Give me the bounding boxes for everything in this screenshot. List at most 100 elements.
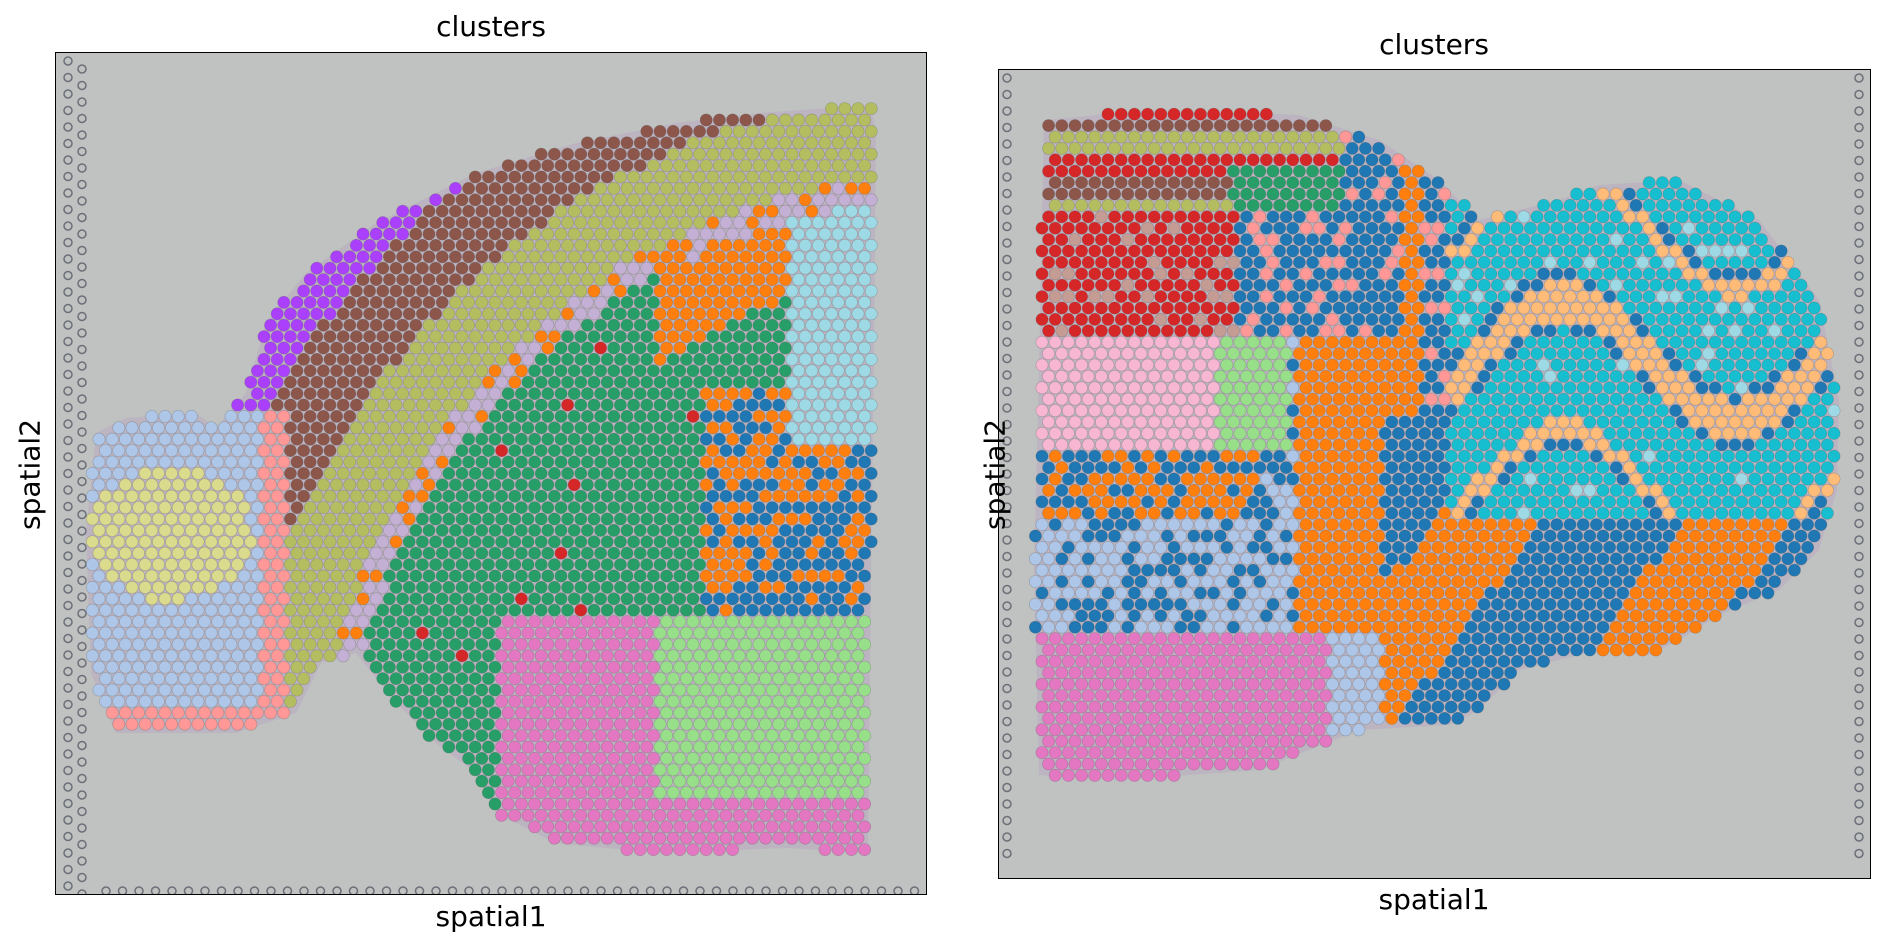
spot-cluster-0 <box>1306 324 1319 338</box>
spot-cluster-6 <box>713 797 726 811</box>
spot-cluster-2 <box>468 603 482 617</box>
spot-cluster-11 <box>686 638 700 651</box>
spot-cluster-2 <box>488 523 502 537</box>
spot-cluster-8 <box>1722 221 1735 235</box>
spot-cluster-17 <box>838 284 852 298</box>
spot-cluster-3 <box>1101 107 1115 121</box>
spot-cluster-5 <box>699 113 713 127</box>
spot-cluster-9 <box>250 455 264 469</box>
spot-cluster-1 <box>831 478 845 492</box>
spot-cluster-0 <box>1325 290 1339 303</box>
spot-cluster-3 <box>1134 324 1148 338</box>
spot-cluster-2 <box>396 569 409 583</box>
spot-cluster-2 <box>633 501 647 514</box>
spot-cluster-2 <box>614 603 627 617</box>
spot-cluster-7 <box>389 421 403 435</box>
spot-cluster-2 <box>627 421 640 435</box>
spot-cluster-10 <box>1636 210 1649 224</box>
spot-cluster-8 <box>1761 495 1775 509</box>
spot-cluster-7 <box>620 204 634 218</box>
spot-cluster-10 <box>1794 392 1808 406</box>
spot-cluster-7 <box>1174 142 1187 155</box>
spot-cluster-10 <box>1695 267 1709 281</box>
spot-cluster-9 <box>92 683 106 697</box>
spot-cluster-6 <box>501 729 515 742</box>
spot-cluster-0 <box>1510 335 1524 349</box>
spot-cluster-1 <box>792 478 805 492</box>
spot-cluster-17 <box>845 273 858 286</box>
frame-dot <box>150 886 161 894</box>
spot-cluster-8 <box>1596 278 1610 292</box>
spot-cluster-11 <box>1233 358 1247 372</box>
spot-cluster-7 <box>647 204 660 218</box>
spot-cluster-9 <box>112 672 126 685</box>
spot-cluster-2 <box>594 364 607 378</box>
spot-cluster-7 <box>310 649 324 663</box>
spot-cluster-11 <box>1273 404 1286 417</box>
spot-cluster-2 <box>574 352 588 366</box>
spot-cluster-10 <box>1451 506 1465 520</box>
spot-cluster-8 <box>1728 347 1742 360</box>
spot-cluster-2 <box>633 478 647 492</box>
spot-cluster-1 <box>396 501 409 514</box>
spot-cluster-11 <box>686 774 700 788</box>
spot-cluster-9 <box>204 444 218 457</box>
spot-cluster-12 <box>1358 324 1372 338</box>
frame-dot <box>1854 502 1864 512</box>
spot-cluster-2 <box>468 763 482 777</box>
frame-dot <box>1002 337 1012 347</box>
spot-cluster-17 <box>805 318 819 332</box>
spot-cluster-11 <box>706 740 720 754</box>
spot-cluster-8 <box>1550 221 1564 235</box>
spot-cluster-2 <box>402 535 416 549</box>
spot-cluster-7 <box>627 238 640 252</box>
spot-cluster-5 <box>581 159 594 172</box>
spot-cluster-11 <box>845 774 858 788</box>
spot-cluster-6 <box>574 649 588 663</box>
spot-cluster-16 <box>198 478 211 492</box>
spot-cluster-2 <box>514 569 528 583</box>
spot-cluster-0 <box>1543 438 1557 452</box>
frame-dot <box>63 716 73 726</box>
spot-cluster-7 <box>554 273 568 286</box>
spot-cluster-0 <box>1358 255 1372 269</box>
spot-cluster-0 <box>825 466 838 480</box>
spot-cluster-2 <box>640 581 654 594</box>
spot-cluster-2 <box>475 774 489 788</box>
spot-cluster-1 <box>726 546 739 560</box>
spot-cluster-6 <box>508 695 522 708</box>
spot-cluster-8 <box>1741 483 1755 497</box>
spot-cluster-3 <box>1035 267 1049 281</box>
spot-cluster-0 <box>1378 472 1392 486</box>
spot-cluster-5 <box>1068 119 1082 132</box>
spot-cluster-2 <box>640 307 654 321</box>
spot-cluster-11 <box>1213 392 1227 406</box>
spot-cluster-17 <box>825 398 838 412</box>
spot-cluster-7 <box>283 695 297 708</box>
spot-cluster-8 <box>1636 301 1649 315</box>
spot-cluster-8 <box>1477 506 1491 520</box>
spot-cluster-17 <box>825 352 838 366</box>
spot-cluster-7 <box>330 615 343 628</box>
frame-dot <box>63 369 73 380</box>
spot-cluster-2 <box>693 581 706 594</box>
spot-cluster-2 <box>521 603 535 617</box>
spot-cluster-11 <box>818 615 832 628</box>
spot-cluster-8 <box>1807 415 1821 429</box>
spot-cluster-1 <box>673 341 687 355</box>
spot-cluster-7 <box>554 295 568 309</box>
spot-cluster-9 <box>178 672 192 685</box>
spot-cluster-2 <box>759 307 772 321</box>
spot-cluster-7 <box>587 216 601 229</box>
spot-cluster-1 <box>1299 449 1313 463</box>
spot-cluster-15 <box>1108 369 1121 383</box>
spot-cluster-10 <box>1504 301 1517 315</box>
spot-cluster-17 <box>792 409 805 423</box>
spot-cluster-1 <box>759 284 772 298</box>
spot-cluster-1 <box>1134 506 1148 520</box>
spot-cluster-10 <box>1550 290 1564 303</box>
spot-cluster-17 <box>812 421 825 435</box>
spot-cluster-1 <box>726 569 739 583</box>
spot-cluster-1 <box>1325 381 1339 395</box>
spot-cluster-9 <box>250 660 264 674</box>
